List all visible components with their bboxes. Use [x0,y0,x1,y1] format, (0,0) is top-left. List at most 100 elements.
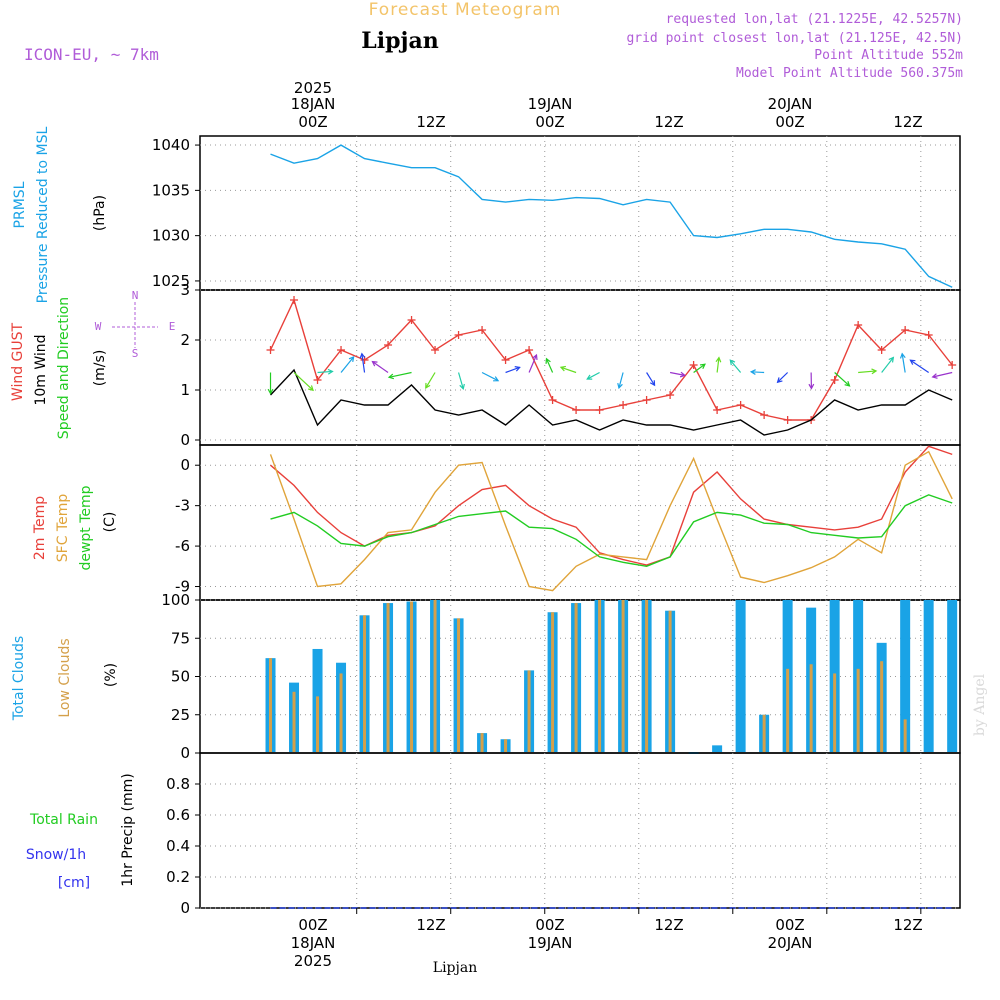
wind-direction-arrow [716,357,720,373]
temperature-ytick-label: -9 [175,578,190,596]
pressure-ytick-label: 1025 [152,272,190,290]
wind-arrow-head [888,356,895,363]
pressure-ytick-label: 1040 [152,136,190,154]
precip-ytick-label: 0.4 [166,837,190,855]
compass-rose: N W E S [95,289,176,360]
low-cloud-bar [809,664,813,752]
top-hour-1: 00Z [298,113,327,131]
wind-direction-arrow [528,354,538,373]
low-cloud-bar [621,600,625,752]
wind-label: 10m Wind [33,334,49,405]
wind-arrow-head [699,363,706,370]
low-cloud-bar [480,733,484,752]
precip-ytick-label: 0.2 [166,868,190,886]
top-hour-5: 00Z [775,113,804,131]
wind-arrow-head [808,383,815,390]
top-hour-6: 12Z [893,113,922,131]
low-cloud-bar [527,670,531,752]
wind-arrow-head [729,359,736,366]
dewpt-temp-label: dewpt Temp [78,485,94,570]
compass-south: S [132,347,139,360]
total-clouds-label: Total Clouds [11,636,27,721]
temperature-ytick-label: -6 [175,537,190,555]
wind-direction-arrow [457,372,464,390]
gust-label: Wind GUST [10,322,26,401]
wind-arrow-head [459,383,465,391]
wind-arrow-head [715,356,722,363]
dewpt-temp-line [270,494,953,568]
wind-arrow-head [545,357,551,364]
wind-direction-arrow [340,356,355,373]
grid-point-coords: grid point closest lon,lat (21.125E, 42.… [626,31,963,46]
wind-arrow-head [425,382,431,390]
sfc-temp-label: SFC Temp [55,494,71,563]
compass-east: E [169,320,176,333]
wind-ytick-label: 3 [180,281,190,299]
wind-arrow-head [931,373,938,379]
wind-arrow-head [327,368,334,375]
wind-arrow-head [267,388,274,395]
prmsl-line [270,144,953,288]
precip-ytick-label: 0 [180,899,190,917]
wind-arrow-head [749,369,756,375]
precip-frame [199,752,961,909]
wind-arrow-head [899,352,906,359]
wind-arrow-head [514,366,521,372]
low-cloud-bar [856,668,860,752]
location-title: Lipjan [361,28,438,54]
wind-arrow-head [308,385,314,392]
wind-arrow-head [617,382,623,390]
clouds-ytick-label: 0 [180,744,190,762]
low-cloud-bar [668,610,672,752]
low-cloud-bar [504,739,508,752]
low-cloud-bar [762,714,766,752]
bottom-hour-5: 00Z [775,916,804,934]
bottom-date-1: 18JAN [291,934,336,952]
snow-unit-label: [cm] [58,875,90,891]
wind-direction-arrow [372,361,389,373]
total-cloud-bar [923,600,934,752]
low-cloud-bar [551,612,555,752]
low-cloud-bar [786,668,790,752]
wind-arrow-head [371,360,378,367]
total-cloud-bar [900,600,911,752]
top-hour-2: 12Z [416,113,445,131]
pressure-label-2: Pressure Reduced to MSL [35,126,51,303]
low-cloud-bar [316,696,320,752]
10m-wind-line [269,368,953,436]
bottom-hour-3: 00Z [535,916,564,934]
low-cloud-bar [386,603,390,752]
wind-ytick-label: 2 [180,331,190,349]
wind-ytick-label: 1 [180,381,190,399]
speed-direction-label: Speed and Direction [56,297,72,439]
low-cloud-bar [645,600,649,752]
sfc-temp-line [269,450,953,592]
wind-arrow-head [532,353,538,361]
compass-west: W [95,320,102,333]
wind-arrow-head [586,374,593,380]
low-cloud-bar [363,615,367,752]
wind-direction-arrow [481,371,499,382]
low-cloud-bar [292,691,296,752]
pressure-label-1: PRMSL [12,181,28,228]
plot-area: 1025 1030 1035 1040 0 1 2 3 0 -3 -6 -9 0 25 50 75 100 0 0.… [152,135,961,917]
precip-unit: 1hr Precip (mm) [120,773,136,886]
wind-arrow-head [844,380,851,387]
wind-arrow-head [493,376,500,382]
wind-arrow-head [679,371,687,378]
low-cloud-bar [833,673,837,752]
top-date-1: 18JAN [291,95,336,113]
wind-arrow-head [348,355,355,362]
requested-coords: requested lon,lat (21.1225E, 42.5257N) [666,12,963,27]
total-rain-label: Total Rain [29,812,98,828]
wind-direction-arrow [586,371,600,380]
wind-arrow-head [776,377,783,384]
footer-location: Lipjan [433,960,477,976]
wind-direction-arrow [425,372,436,389]
forecast-label: Forecast Meteogram [369,0,562,20]
low-cloud-bar [457,618,461,752]
wind-ytick-label: 0 [180,431,190,449]
top-date-2: 19JAN [528,95,573,113]
wind-direction-arrow [932,371,953,378]
